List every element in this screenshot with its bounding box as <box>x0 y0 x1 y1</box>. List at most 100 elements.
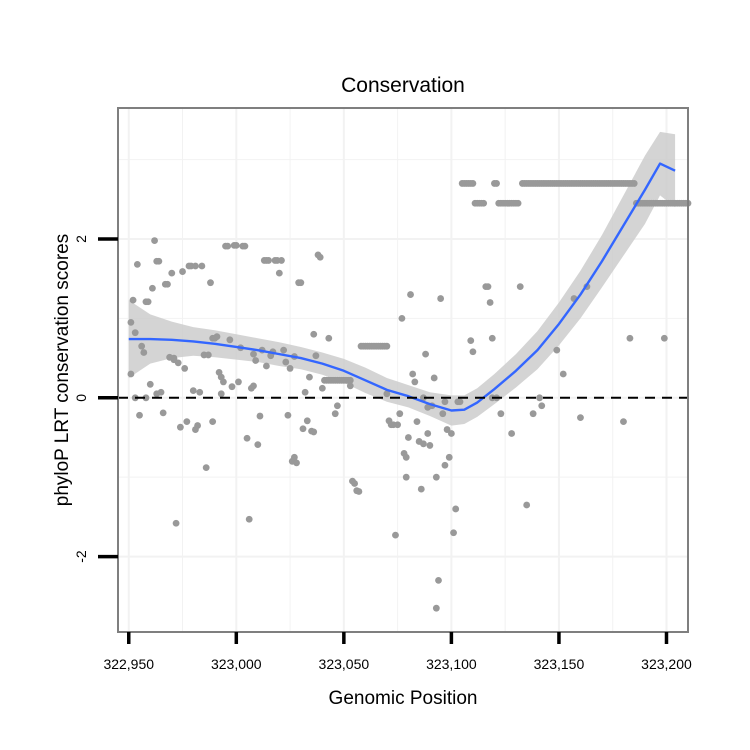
data-point-0 <box>127 318 135 326</box>
data-point-263 <box>153 390 161 398</box>
data-point-22 <box>174 359 182 367</box>
confidence-band <box>128 131 676 426</box>
data-point-32 <box>196 388 204 396</box>
data-point-277 <box>402 453 410 461</box>
data-point-274 <box>333 402 341 410</box>
data-point-17 <box>164 280 171 288</box>
data-point-70 <box>278 257 285 264</box>
data-point-132 <box>411 378 419 386</box>
data-point-138 <box>424 430 432 437</box>
data-point-11 <box>151 237 158 244</box>
data-point-83 <box>306 373 313 381</box>
data-point-40 <box>213 333 221 341</box>
data-point-119 <box>383 342 391 350</box>
data-point-26 <box>183 418 191 426</box>
data-point-126 <box>398 314 406 322</box>
data-point-2 <box>131 329 139 337</box>
points-group <box>127 180 692 612</box>
data-point-170 <box>493 180 500 187</box>
x-axis-label: Genomic Position <box>329 688 478 709</box>
data-point-282 <box>467 337 475 345</box>
data-point-273 <box>331 410 339 418</box>
x-tick-label-4: 323,150 <box>534 656 585 672</box>
data-point-280 <box>432 473 440 481</box>
data-point-144 <box>437 295 445 302</box>
data-point-76 <box>290 453 298 461</box>
data-point-164 <box>480 199 488 207</box>
data-point-141 <box>430 374 438 382</box>
data-point-125 <box>396 410 404 418</box>
data-point-69 <box>275 269 283 277</box>
data-point-265 <box>192 426 199 433</box>
data-point-260 <box>127 370 135 378</box>
data-point-281 <box>441 398 449 406</box>
data-point-53 <box>241 242 249 250</box>
data-point-36 <box>204 351 212 359</box>
data-point-59 <box>254 441 262 449</box>
data-point-4 <box>136 411 143 419</box>
data-point-298 <box>577 414 584 422</box>
panel-border <box>117 107 689 633</box>
data-point-30 <box>192 262 199 270</box>
data-point-74 <box>286 365 294 372</box>
data-point-49 <box>232 241 240 249</box>
data-point-278 <box>420 440 427 448</box>
data-point-46 <box>226 336 234 344</box>
data-point-296 <box>626 334 634 342</box>
data-point-131 <box>409 370 417 378</box>
data-point-295 <box>620 418 627 426</box>
data-point-139 <box>426 442 434 449</box>
data-point-123 <box>392 531 399 539</box>
data-point-269 <box>263 362 270 370</box>
data-point-145 <box>439 410 447 418</box>
data-point-148 <box>445 453 453 461</box>
data-point-80 <box>299 425 307 433</box>
data-point-1 <box>129 296 137 304</box>
y-tick-label-2: 2 <box>73 235 89 243</box>
y-axis-label: phyloP LRT conservation scores <box>52 234 73 507</box>
data-point-143 <box>435 576 442 584</box>
y-tick-label-0: -2 <box>73 550 89 563</box>
data-point-168 <box>488 334 496 342</box>
data-point-272 <box>325 334 333 342</box>
data-point-37 <box>207 279 214 287</box>
x-tick-label-3: 323,100 <box>426 656 477 672</box>
data-point-45 <box>224 242 232 250</box>
data-point-8 <box>144 298 152 306</box>
smooth-curve <box>128 162 676 412</box>
confidence-band-group <box>128 131 676 426</box>
data-point-267 <box>217 390 225 398</box>
data-point-291 <box>553 346 561 354</box>
data-point-43 <box>219 378 227 386</box>
axes-group: 322,950 323,000 323,050 323,100 323,150 323,2… <box>73 107 692 672</box>
data-point-54 <box>243 434 251 442</box>
chart-title: Conservation <box>341 74 465 97</box>
data-point-297 <box>660 334 668 342</box>
data-point-89 <box>318 384 326 392</box>
data-point-279 <box>424 403 432 411</box>
data-point-149 <box>447 430 455 437</box>
data-point-55 <box>245 515 253 523</box>
data-point-81 <box>301 388 309 396</box>
data-point-287 <box>508 430 516 437</box>
data-point-9 <box>146 380 154 388</box>
data-point-288 <box>523 501 531 509</box>
data-point-86 <box>312 352 320 360</box>
data-point-106 <box>355 488 363 495</box>
data-point-137 <box>422 350 429 358</box>
data-point-58 <box>252 357 260 364</box>
data-point-47 <box>228 383 236 391</box>
y-tick-label-1: 0 <box>73 394 89 402</box>
smooth-curve-group <box>128 162 676 412</box>
data-point-276 <box>383 390 391 398</box>
data-point-15 <box>159 409 167 417</box>
data-point-104 <box>351 480 359 487</box>
data-point-79 <box>297 279 305 287</box>
data-point-6 <box>140 349 148 356</box>
data-point-159 <box>469 180 477 187</box>
data-point-85 <box>310 428 318 436</box>
data-point-71 <box>280 346 288 354</box>
data-point-271 <box>310 330 318 338</box>
data-point-35 <box>202 464 210 472</box>
